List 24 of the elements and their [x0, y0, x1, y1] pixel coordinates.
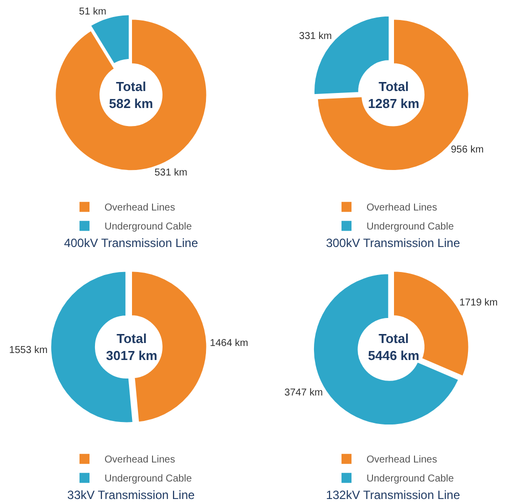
data-label: 331 km: [299, 30, 332, 42]
text: Total 1287 km: [368, 79, 420, 111]
legend-label: Overhead Lines: [104, 454, 176, 466]
data-label: 1553 km: [9, 345, 48, 356]
legend-label: Overhead Lines: [104, 202, 176, 214]
text: Total 5446 km: [368, 331, 420, 363]
text: 33kV Transmission Line: [67, 488, 196, 502]
text: Total 3017 km: [106, 331, 158, 363]
text: 400kV Transmission Line: [64, 236, 198, 250]
data-label: 51 km: [79, 6, 106, 18]
data-label: 531 km: [154, 168, 188, 179]
legend-label: Overhead Lines: [366, 454, 438, 466]
data-label: 1464 km: [210, 338, 248, 349]
data-label: 3747 km: [284, 387, 323, 398]
legend-label: Underground Cable: [366, 474, 454, 485]
text: 300kV Transmission Line: [326, 236, 460, 250]
data-label: 1719 km: [459, 298, 498, 309]
legend-label: Underground Cable: [366, 222, 454, 233]
legend-label: Overhead Lines: [366, 202, 438, 214]
legend-label: Underground Cable: [104, 474, 192, 485]
legend-label: Underground Cable: [104, 222, 192, 233]
text: 132kV Transmission Line: [326, 488, 460, 502]
data-label: 956 km: [450, 144, 484, 156]
text: Total 582 km: [109, 79, 154, 111]
